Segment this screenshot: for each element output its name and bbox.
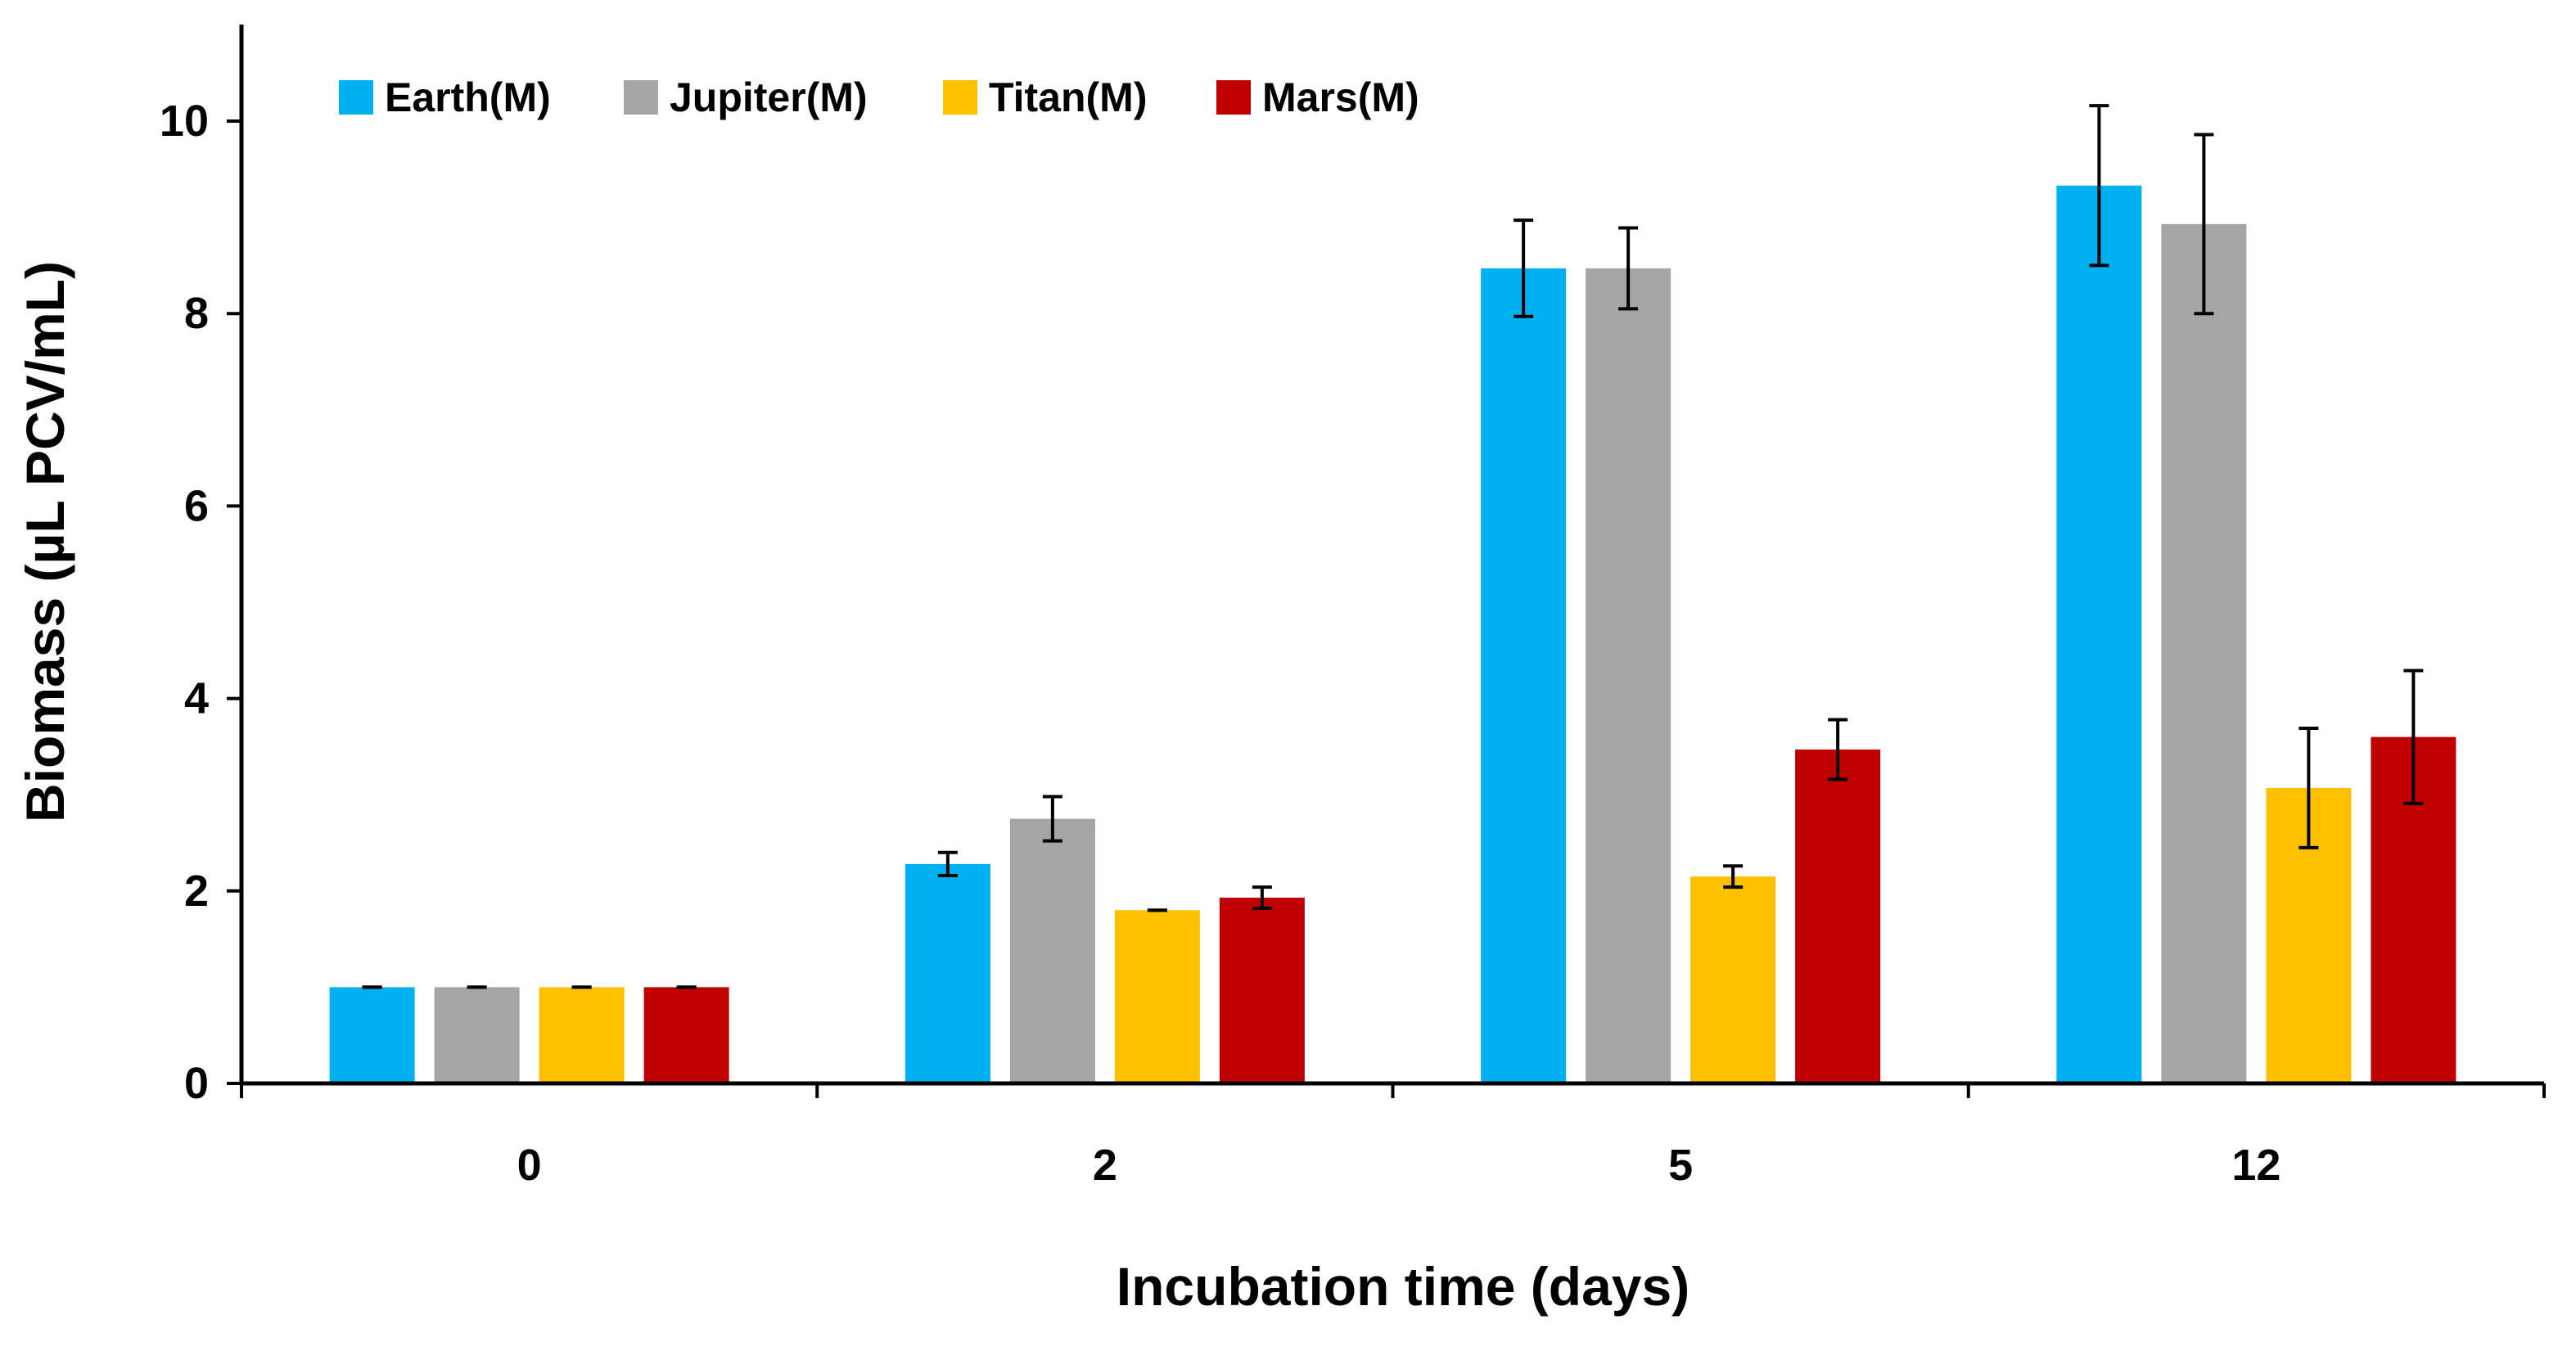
y-tick-label-4: 4 [184, 674, 209, 723]
x-tick-label-0: 0 [517, 1141, 542, 1190]
bar-mars-m-day-5 [1795, 749, 1881, 1083]
legend-swatch-earth-m [339, 80, 373, 115]
y-axis-title: Biomass (µL PCV/mL) [15, 261, 75, 822]
bar-earth-m-day-5 [1481, 268, 1567, 1084]
legend-label-titan-m: Titan(M) [989, 74, 1147, 120]
x-tick-label-12: 12 [2231, 1141, 2281, 1190]
bar-earth-m-day-2 [905, 863, 990, 1083]
bars-layer [329, 185, 2456, 1084]
legend-label-earth-m: Earth(M) [385, 74, 551, 120]
y-tick-label-2: 2 [184, 867, 209, 916]
x-tick-label-2: 2 [1093, 1141, 1117, 1190]
y-tick-label-6: 6 [184, 481, 209, 530]
bar-mars-m-day-2 [1219, 898, 1305, 1083]
x-tick-label-5: 5 [1668, 1141, 1693, 1190]
ticks-layer: 0 2 4 6 8 10 0 2 5 12 [160, 97, 2546, 1190]
bar-mars-m-day-0 [643, 987, 729, 1083]
bar-jupiter-m-day-5 [1586, 268, 1671, 1084]
bar-titan-m-day-0 [539, 987, 625, 1083]
y-tick-label-10: 10 [160, 97, 209, 146]
bar-earth-m-day-12 [2056, 185, 2142, 1084]
bar-titan-m-day-2 [1114, 910, 1200, 1083]
bar-jupiter-m-day-2 [1009, 818, 1095, 1083]
legend: Earth(M) Jupiter(M) Titan(M) Mars(M) [339, 74, 1419, 120]
y-tick-label-8: 8 [184, 289, 209, 338]
bar-titan-m-day-5 [1690, 876, 1776, 1083]
legend-label-jupiter-m: Jupiter(M) [670, 74, 868, 120]
bar-jupiter-m-day-0 [434, 987, 520, 1083]
legend-swatch-titan-m [943, 80, 977, 115]
legend-swatch-jupiter-m [624, 80, 658, 115]
legend-swatch-mars-m [1216, 80, 1251, 115]
bar-jupiter-m-day-12 [2161, 223, 2247, 1083]
y-tick-label-0: 0 [184, 1059, 209, 1108]
x-axis-title: Incubation time (days) [1117, 1256, 1690, 1317]
bar-earth-m-day-0 [329, 987, 415, 1083]
error-bars-layer [362, 104, 2424, 989]
legend-label-mars-m: Mars(M) [1262, 74, 1419, 120]
